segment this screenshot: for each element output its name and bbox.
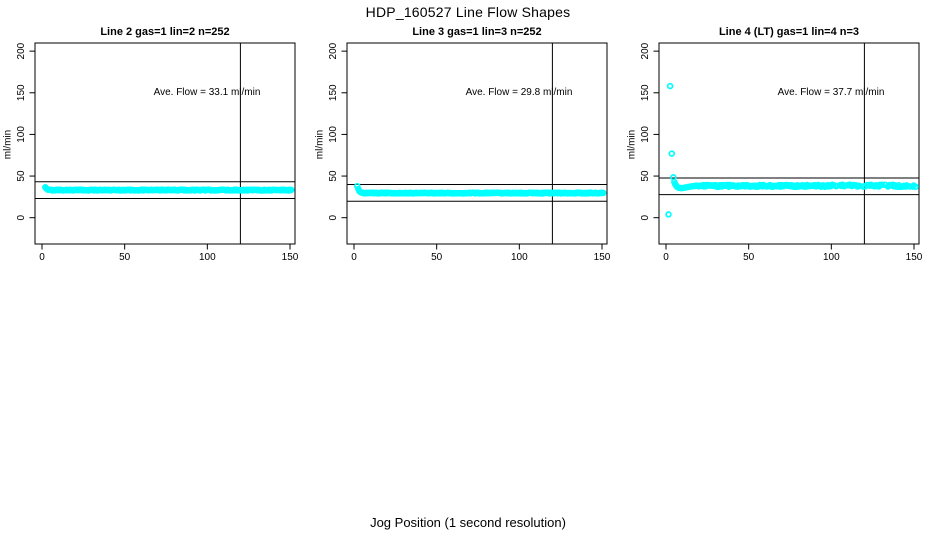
x-axis-ticks: 0 50 100 150 [351, 244, 611, 263]
x-tick-label: 150 [282, 252, 299, 263]
x-axis-ticks: 0 50 100 150 [663, 244, 923, 263]
y-tick-label: 0 [16, 214, 27, 220]
y-tick-label: 150 [328, 84, 339, 101]
data-point [903, 182, 910, 189]
x-tick-label: 0 [39, 252, 45, 263]
panel-line2-title: Line 2 gas=1 lin=2 n=252 [100, 26, 230, 38]
figure-title: HDP_160527 Line Flow Shapes [365, 4, 571, 20]
x-tick-label: 100 [823, 252, 840, 263]
data-point [668, 150, 676, 157]
x-tick-label: 50 [743, 252, 755, 263]
data-points [354, 182, 607, 197]
axis-box [658, 42, 920, 245]
data-point [878, 181, 886, 189]
panel-line3-title: Line 3 gas=1 lin=3 n=252 [412, 26, 542, 38]
data-point [666, 82, 674, 90]
y-axis-ticks: 0 50 100 150 200 [640, 42, 659, 220]
x-tick-label: 150 [594, 252, 611, 263]
x-axis-ticks: 0 50 100 150 [39, 244, 299, 263]
y-tick-label: 50 [328, 170, 339, 182]
reference-lines [659, 43, 919, 244]
y-tick-label: 200 [328, 42, 339, 59]
x-tick-label: 0 [663, 252, 669, 263]
panel-line2: Line 2 gas=1 lin=2 n=252 ml/min Ave. Flo… [0, 0, 312, 300]
data-point [600, 189, 607, 197]
y-tick-label: 200 [640, 42, 651, 59]
data-point [288, 186, 295, 194]
panel-line2-ave-flow-annotation: Ave. Flow = 33.1 ml/min [153, 87, 261, 98]
x-tick-label: 0 [351, 252, 357, 263]
x-tick-label: 50 [431, 252, 443, 263]
panel-line4-ave-flow-annotation: Ave. Flow = 37.7 ml/min [777, 87, 885, 98]
y-tick-label: 50 [640, 170, 651, 182]
panel-line3-plot-area: 0 50 100 150 0 50 100 150 200 [328, 42, 611, 263]
axis-box [34, 42, 296, 245]
x-tick-label: 100 [511, 252, 528, 263]
x-tick-label: 100 [199, 252, 216, 263]
panel-line4: Line 4 (LT) gas=1 lin=4 n=3 ml/min Ave. … [624, 0, 936, 300]
reference-lines [35, 43, 295, 244]
y-axis-ticks: 0 50 100 150 200 [328, 42, 347, 220]
figure-x-axis-label: Jog Position (1 second resolution) [370, 515, 566, 530]
y-tick-label: 150 [640, 84, 651, 101]
y-tick-label: 200 [16, 42, 27, 59]
y-tick-label: 0 [328, 214, 339, 220]
x-tick-label: 50 [119, 252, 131, 263]
panel-line4-title: Line 4 (LT) gas=1 lin=4 n=3 [718, 26, 860, 38]
axis-box [346, 42, 608, 245]
data-points [665, 82, 919, 218]
panel-line3: Line 3 gas=1 lin=3 n=252 ml/min Ave. Flo… [312, 0, 624, 300]
reference-lines [347, 43, 607, 244]
data-points [42, 184, 295, 194]
x-tick-label: 150 [906, 252, 923, 263]
y-tick-label: 100 [328, 126, 339, 143]
y-tick-label: 150 [16, 84, 27, 101]
data-point [912, 183, 919, 190]
y-axis-ticks: 0 50 100 150 200 [16, 42, 35, 220]
y-tick-label: 50 [16, 170, 27, 182]
panel-line4-plot-area: 0 50 100 150 0 50 100 150 200 [640, 42, 923, 263]
y-tick-label: 100 [16, 126, 27, 143]
data-point [665, 211, 672, 218]
y-tick-label: 0 [640, 214, 651, 220]
y-tick-label: 100 [640, 126, 651, 143]
panel-line3-ave-flow-annotation: Ave. Flow = 29.8 ml/min [465, 87, 573, 98]
panel-line2-plot-area: 0 50 100 150 0 50 100 150 200 [16, 42, 299, 263]
